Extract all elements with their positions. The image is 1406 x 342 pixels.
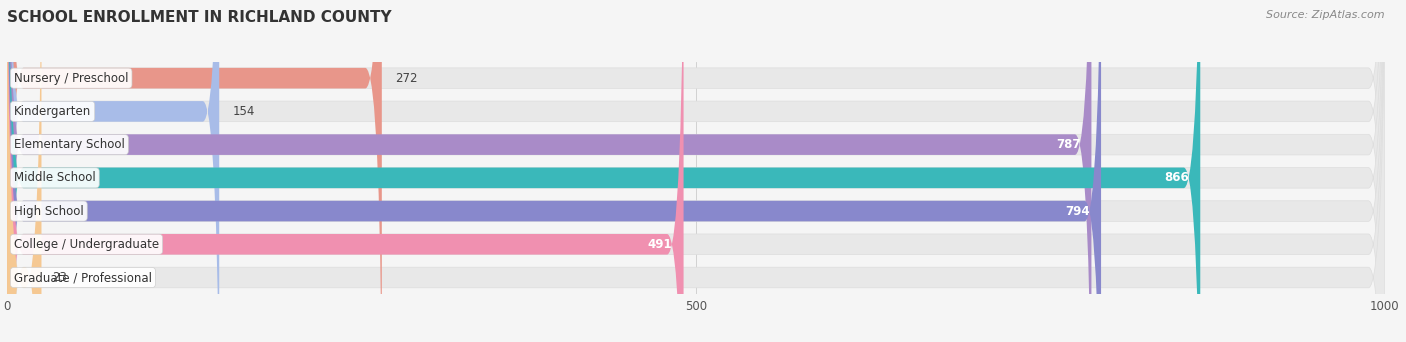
Text: 794: 794 [1066,205,1090,218]
Text: 866: 866 [1164,171,1189,184]
Text: 154: 154 [233,105,256,118]
FancyBboxPatch shape [7,0,1385,342]
FancyBboxPatch shape [7,0,1385,342]
FancyBboxPatch shape [7,0,1385,342]
FancyBboxPatch shape [7,0,1385,342]
FancyBboxPatch shape [7,0,1201,342]
Text: 491: 491 [648,238,672,251]
FancyBboxPatch shape [7,0,1385,342]
FancyBboxPatch shape [7,0,1385,342]
FancyBboxPatch shape [7,0,1101,342]
FancyBboxPatch shape [7,0,683,342]
FancyBboxPatch shape [7,0,219,342]
Text: Elementary School: Elementary School [14,138,125,151]
Text: Kindergarten: Kindergarten [14,105,91,118]
Text: Source: ZipAtlas.com: Source: ZipAtlas.com [1267,10,1385,20]
FancyBboxPatch shape [7,0,1091,342]
Text: SCHOOL ENROLLMENT IN RICHLAND COUNTY: SCHOOL ENROLLMENT IN RICHLAND COUNTY [7,10,392,25]
FancyBboxPatch shape [7,0,1385,342]
FancyBboxPatch shape [7,0,382,342]
Text: 272: 272 [395,72,418,85]
FancyBboxPatch shape [7,0,42,342]
Text: 787: 787 [1056,138,1080,151]
Text: 23: 23 [52,271,67,284]
Text: Graduate / Professional: Graduate / Professional [14,271,152,284]
Text: College / Undergraduate: College / Undergraduate [14,238,159,251]
Text: Middle School: Middle School [14,171,96,184]
Text: Nursery / Preschool: Nursery / Preschool [14,72,128,85]
Text: High School: High School [14,205,84,218]
